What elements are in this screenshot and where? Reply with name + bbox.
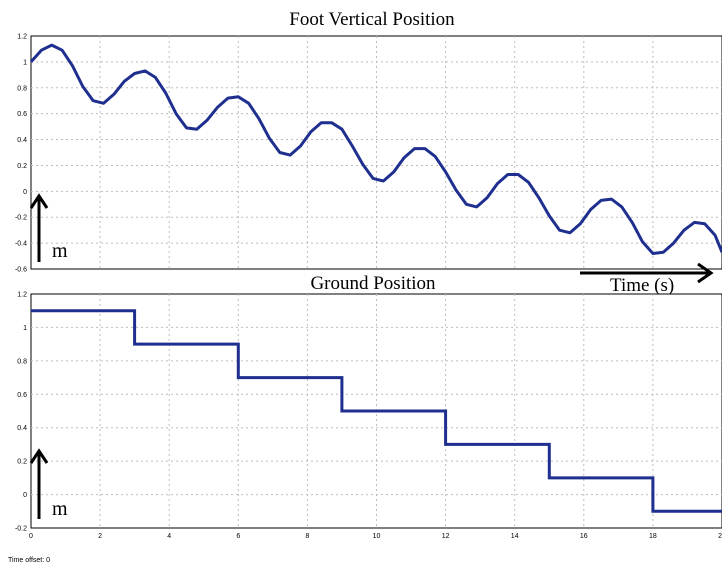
y-unit-label: m — [52, 240, 68, 262]
time-axis-label: Time (s) — [610, 275, 674, 296]
y-tick-label: -0.2 — [15, 215, 27, 222]
y-tick-label: 0 — [23, 189, 27, 196]
y-tick-label: 0 — [23, 492, 27, 499]
time-arrow-head — [697, 262, 714, 284]
y-tick-label: 1 — [23, 59, 27, 66]
y-tick-label: 0.6 — [17, 392, 27, 399]
x-tick-labels: 0 2 4 6 8 10 12 14 16 18 20 — [29, 533, 722, 540]
y-tick-label: 0.4 — [17, 425, 27, 432]
time-offset-status: Time offset: 0 — [8, 557, 50, 564]
grid — [31, 36, 722, 269]
y-tick-label: 1.2 — [17, 34, 27, 41]
y-tick-label: 0.6 — [17, 111, 27, 118]
foot-vertical-plot: Foot Vertical Position 1.2 1 0.8 0.6 0.4 0.2 0… — [15, 9, 722, 296]
y-tick-label: -0.4 — [15, 241, 27, 248]
x-tick-label: 20 — [718, 533, 722, 540]
x-tick-label: 0 — [29, 533, 33, 540]
time-offset-value: 0 — [46, 557, 51, 564]
y-tick-label: 0.8 — [17, 358, 27, 365]
series-line — [29, 43, 722, 255]
x-tick-label: 14 — [511, 533, 519, 540]
y-tick-label: 0.2 — [17, 163, 27, 170]
y-tick-labels: 1.2 1 0.8 0.6 0.4 0.2 0 -0.2 — [15, 292, 27, 533]
foot-vertical-title: Foot Vertical Position — [289, 9, 455, 30]
x-tick-label: 4 — [167, 533, 171, 540]
series-step-line — [31, 309, 722, 513]
ground-position-title: Ground Position — [310, 273, 436, 294]
x-tick-label: 10 — [373, 533, 381, 540]
time-arrow-annotation: Time (s) — [580, 262, 714, 296]
x-tick-label: 2 — [98, 533, 102, 540]
x-tick-label: 18 — [649, 533, 657, 540]
y-tick-labels: 1.2 1 0.8 0.6 0.4 0.2 0 -0.2 -0.4 -0.6 — [15, 34, 27, 274]
y-unit-annotation: m — [29, 193, 68, 262]
x-tick-label: 12 — [442, 533, 450, 540]
x-tick-label: 8 — [305, 533, 309, 540]
y-tick-label: 0.2 — [17, 459, 27, 466]
y-tick-label: -0.2 — [15, 526, 27, 533]
y-tick-label: 0.4 — [17, 137, 27, 144]
y-arrow-head — [29, 193, 49, 209]
y-unit-annotation: m — [29, 448, 68, 520]
y-tick-label: 1 — [23, 325, 27, 332]
y-tick-label: -0.6 — [15, 267, 27, 274]
y-unit-label: m — [52, 498, 68, 520]
y-arrow-head — [29, 448, 49, 464]
y-tick-label: 1.2 — [17, 292, 27, 299]
x-tick-label: 16 — [580, 533, 588, 540]
time-offset-label: Time offset: — [8, 557, 45, 564]
y-tick-label: 0.8 — [17, 85, 27, 92]
x-tick-label: 6 — [236, 533, 240, 540]
